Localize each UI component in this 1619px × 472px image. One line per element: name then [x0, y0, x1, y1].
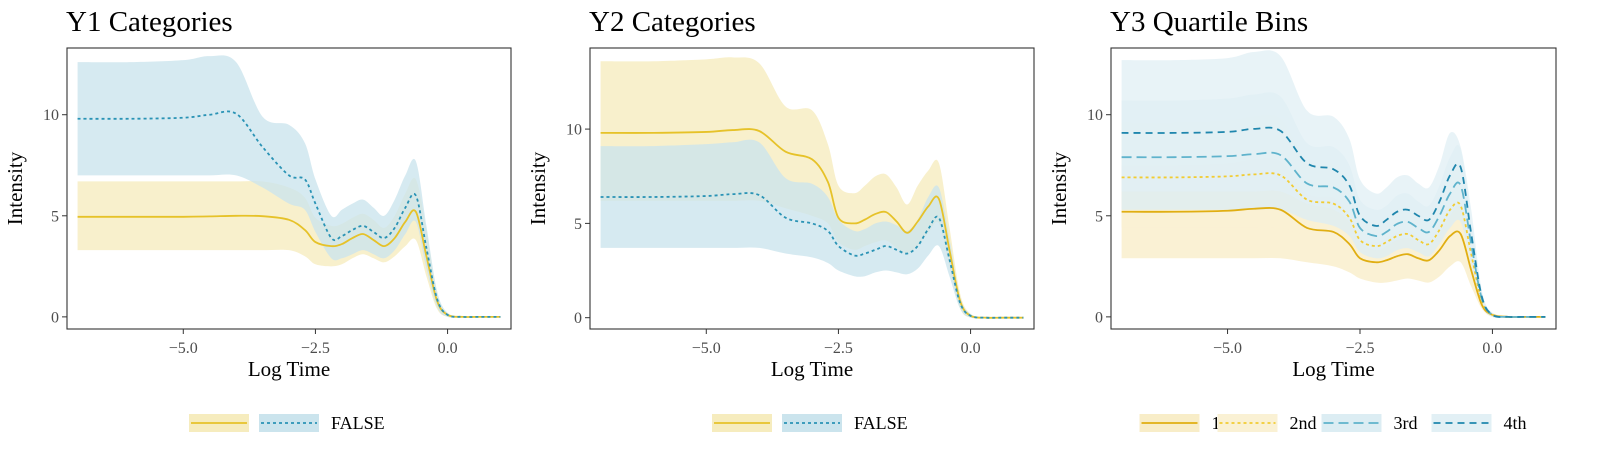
panel-border	[1110, 47, 1557, 330]
ribbon-false	[600, 139, 1024, 319]
panel-title: Y1 Categories	[66, 6, 233, 38]
plot-area	[600, 57, 1024, 319]
y-axis-label: Intensity	[1047, 151, 1071, 225]
legend-key-fill	[1321, 414, 1382, 432]
x-axis-label: Log Time	[248, 357, 330, 381]
series-line-1st	[1121, 207, 1546, 318]
series-line-true	[77, 209, 501, 318]
legend: TRUEFALSE	[712, 413, 908, 433]
legend-label: 2nd	[1290, 413, 1317, 433]
series-line-false	[600, 192, 1024, 319]
legend-item-false: FALSE	[259, 413, 385, 433]
series-line-2nd	[1121, 172, 1546, 318]
x-tick-label: 0.0	[961, 340, 981, 357]
y-tick-label: 0	[574, 310, 582, 327]
y-tick-label: 5	[1095, 208, 1103, 225]
panel-title: Y2 Categories	[589, 6, 756, 38]
legend-label: FALSE	[331, 413, 385, 433]
panel-2: Y2 Categories 0 5 10 −5.0 −2.5 0.0 Log Time Inte…	[526, 6, 1035, 433]
x-tick-label: 0.0	[1482, 340, 1502, 357]
legend-label: 3rd	[1394, 413, 1418, 433]
legend-key-fill	[1217, 414, 1278, 432]
y-tick-label: 0	[51, 309, 59, 326]
ribbon-false	[77, 55, 501, 318]
legend: TRUEFALSE	[189, 413, 385, 433]
y-axis-label: Intensity	[526, 151, 550, 225]
y-tick-label: 10	[1087, 107, 1103, 124]
series-line-4th	[1121, 126, 1546, 318]
y-tick-label: 10	[566, 122, 582, 139]
ribbon-true	[77, 177, 501, 318]
panel-3: Y3 Quartile Bins 0 5 10 −5.0 −2.5 0.0 Log Time I…	[1047, 6, 1557, 433]
panel-border	[66, 47, 512, 330]
legend-item-2nd: 2nd	[1217, 413, 1317, 433]
legend-item-false: FALSE	[782, 413, 908, 433]
x-tick-label: −5.0	[692, 340, 721, 357]
legend-item-3rd: 3rd	[1321, 413, 1418, 433]
legend-label: 4th	[1504, 413, 1527, 433]
series-line-true	[600, 128, 1024, 319]
y-tick-label: 5	[574, 216, 582, 233]
panel-1: Y1 Categories 0 5 10 −5.0 −2.5 0.0 Log Time Inte…	[3, 6, 512, 433]
legend-item-4th: 4th	[1431, 413, 1527, 433]
x-axis-label: Log Time	[1292, 357, 1374, 381]
panel-border	[589, 47, 1035, 330]
series-line-false	[77, 110, 501, 318]
y-tick-label: 10	[43, 107, 59, 124]
x-tick-label: −5.0	[169, 340, 198, 357]
legend: 1st2nd3rd4th	[1139, 413, 1527, 433]
x-tick-label: −5.0	[1213, 340, 1242, 357]
x-axis-label: Log Time	[771, 357, 853, 381]
y-tick-label: 0	[1095, 309, 1103, 326]
plot-area	[77, 55, 501, 318]
plot-area	[1121, 50, 1546, 318]
y-tick-label: 5	[51, 208, 59, 225]
x-tick-label: −2.5	[301, 340, 330, 357]
ribbon-4th	[1121, 50, 1546, 318]
legend-label: FALSE	[854, 413, 908, 433]
legend-key-fill	[259, 414, 319, 432]
legend-key-fill	[782, 414, 842, 432]
panel-title: Y3 Quartile Bins	[1110, 6, 1308, 38]
x-tick-label: −2.5	[1345, 340, 1374, 357]
x-tick-label: −2.5	[824, 340, 853, 357]
y-axis-label: Intensity	[3, 151, 27, 225]
x-tick-label: 0.0	[438, 340, 458, 357]
